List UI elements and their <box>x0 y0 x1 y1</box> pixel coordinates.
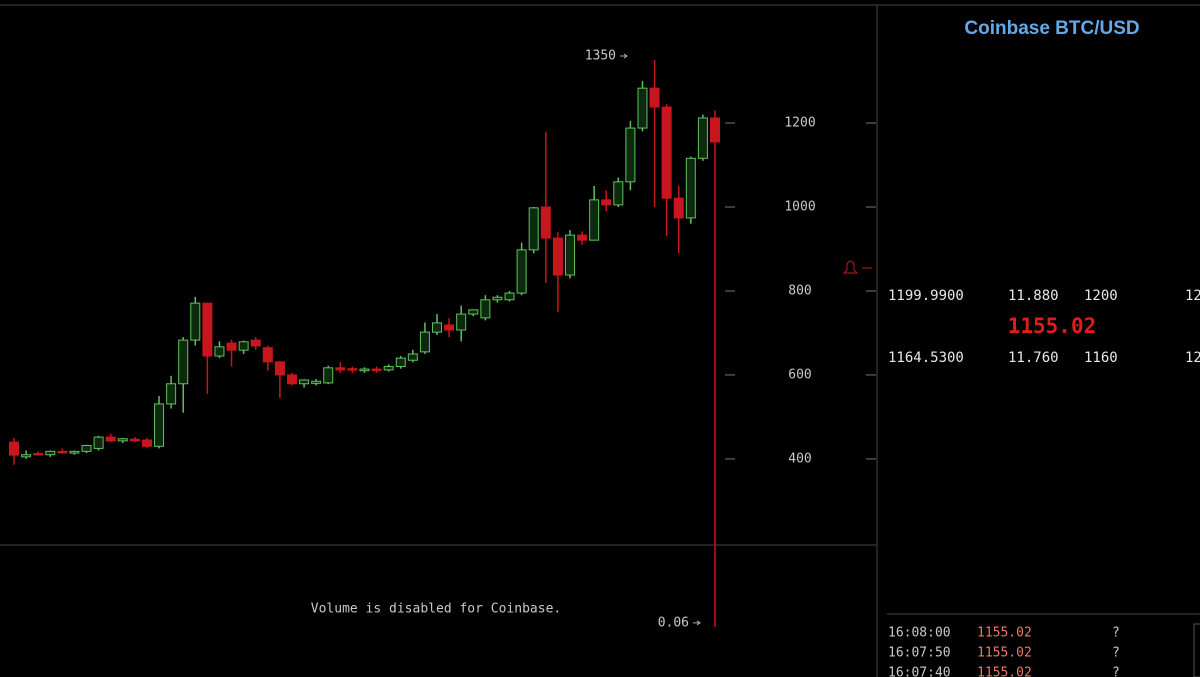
candle-body <box>661 106 672 199</box>
candle-body <box>33 452 44 456</box>
candle-body <box>613 181 624 206</box>
candle-body <box>117 438 128 442</box>
candle-body <box>166 383 177 405</box>
candle-body <box>323 367 334 384</box>
candle-body <box>371 368 382 372</box>
candle-body <box>528 207 539 251</box>
candle-body <box>492 296 503 301</box>
scrollbar[interactable] <box>1193 623 1200 677</box>
annotation-arrow <box>693 620 701 626</box>
trade-cell: ? <box>1112 626 1120 641</box>
order-book-cell: 12 <box>1185 350 1200 366</box>
candle-body <box>178 339 189 385</box>
candle-body <box>359 368 370 372</box>
order-book-cell: 12 <box>1185 288 1200 304</box>
candle-body <box>141 439 152 447</box>
candle-body <box>685 157 696 219</box>
candle-body <box>214 346 225 357</box>
trade-cell: ? <box>1112 666 1120 677</box>
candle-body <box>250 339 261 347</box>
candle-body <box>504 292 515 301</box>
candle-body <box>601 199 612 206</box>
candle-body <box>649 87 660 108</box>
candle-body <box>468 309 479 315</box>
candle-body <box>45 450 56 456</box>
candle-body <box>552 237 563 276</box>
last-price: 1155.02 <box>1008 314 1097 338</box>
candle-body <box>456 313 467 331</box>
candle-body <box>311 380 322 384</box>
price-annotation: 1350 <box>585 49 616 64</box>
candle-body <box>577 234 588 241</box>
candle-body <box>625 127 636 183</box>
candle-body <box>202 302 213 357</box>
price-annotation: 0.06 <box>658 615 689 630</box>
candle-body <box>516 249 527 294</box>
order-book-cell: 11.760 <box>1008 350 1059 366</box>
candle-body <box>540 206 551 239</box>
order-book-cell: 1164.5300 <box>888 350 964 366</box>
candle-body <box>286 374 297 385</box>
trade-cell: 16:07:40 <box>888 666 951 677</box>
candle-body <box>432 322 443 333</box>
candle-body <box>154 403 165 447</box>
candle-body <box>274 361 285 376</box>
annotation-arrow <box>620 53 628 59</box>
candle-body <box>564 234 575 276</box>
trade-cell: ? <box>1112 646 1120 661</box>
trade-cell: 1155.02 <box>977 666 1032 677</box>
y-tick-label: 600 <box>788 367 811 382</box>
candle-body <box>335 367 346 371</box>
candle-body <box>69 450 80 454</box>
order-book-cell: 11.880 <box>1008 288 1059 304</box>
candle-body <box>419 331 430 353</box>
order-book-cell: 1160 <box>1084 350 1118 366</box>
candle-body <box>710 117 720 143</box>
candle-body <box>697 117 708 159</box>
order-book-cell: 1199.9900 <box>888 288 964 304</box>
candle-body <box>21 454 32 458</box>
candle-body <box>262 347 273 363</box>
y-tick-label: 400 <box>788 451 811 466</box>
candle-body <box>395 357 406 368</box>
candle-body <box>57 450 68 454</box>
candle-body <box>383 366 394 371</box>
trade-cell: 1155.02 <box>977 626 1032 641</box>
candle-body <box>480 299 491 319</box>
y-tick-label: 1000 <box>784 199 815 214</box>
candle-body <box>673 197 684 219</box>
candle-body <box>9 441 19 456</box>
market-title: Coinbase BTC/USD <box>964 18 1139 39</box>
candle-body <box>238 341 249 351</box>
candle-body <box>444 324 455 331</box>
trade-cell: 1155.02 <box>977 646 1032 661</box>
trade-cell: 16:07:50 <box>888 646 951 661</box>
candle-body <box>347 368 358 371</box>
order-book-cell: 1200 <box>1084 288 1118 304</box>
alert-bell[interactable] <box>842 260 872 274</box>
candle-body <box>93 436 104 449</box>
y-tick-label: 800 <box>788 283 811 298</box>
candle-body <box>129 438 140 442</box>
volume-note: Volume is disabled for Coinbase. <box>311 602 561 617</box>
y-tick-label: 1200 <box>784 116 815 131</box>
candle-body <box>637 87 648 129</box>
candle-body <box>105 436 116 442</box>
candle-body <box>81 444 92 452</box>
candle-body <box>190 302 201 341</box>
candle-body <box>589 199 600 241</box>
candle-body <box>226 342 237 351</box>
candle-body <box>299 379 310 385</box>
candles <box>9 60 720 627</box>
candle-body <box>407 353 418 361</box>
trade-cell: 16:08:00 <box>888 626 951 641</box>
